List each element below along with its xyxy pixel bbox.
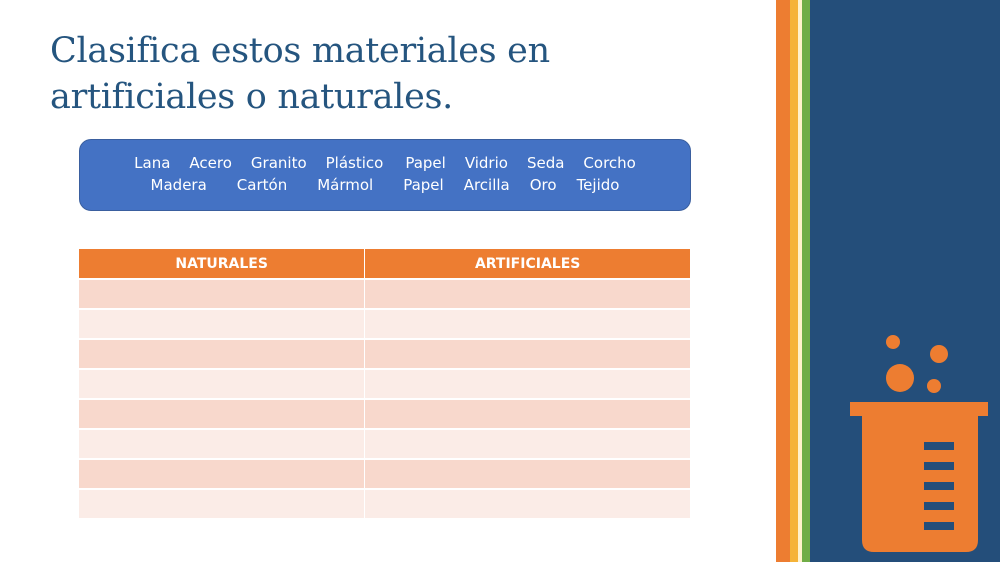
word-item[interactable]: Papel [403, 176, 444, 194]
word-item[interactable]: Tejido [576, 176, 620, 194]
table-row [79, 399, 690, 430]
word-item[interactable]: Acero [189, 154, 232, 172]
drop-cell-naturales[interactable] [79, 279, 366, 310]
table-header-row: NATURALES ARTIFICIALES [79, 249, 690, 280]
word-bank-row-2: Madera Cartón Mármol Papel Arcilla Oro T… [80, 176, 690, 194]
beaker-icon [850, 335, 988, 552]
word-item[interactable]: Arcilla [463, 176, 510, 194]
word-bank-row-1: Lana Acero Granito Plástico Papel Vidrio… [80, 154, 690, 172]
column-header-artificiales: ARTIFICIALES [364, 249, 690, 280]
drop-cell-artificiales[interactable] [364, 369, 690, 400]
drop-cell-artificiales[interactable] [364, 489, 690, 520]
drop-cell-naturales[interactable] [79, 309, 366, 340]
word-item[interactable]: Papel [405, 154, 446, 172]
column-header-naturales: NATURALES [79, 249, 366, 280]
drop-cell-naturales[interactable] [79, 369, 366, 400]
drop-cell-naturales[interactable] [79, 489, 366, 520]
drop-cell-naturales[interactable] [79, 429, 366, 460]
drop-cell-artificiales[interactable] [364, 399, 690, 430]
drop-cell-naturales[interactable] [79, 339, 366, 370]
table-row [79, 309, 690, 340]
word-item[interactable]: Corcho [583, 154, 636, 172]
drop-cell-naturales[interactable] [79, 459, 366, 490]
classification-table: NATURALES ARTIFICIALES [79, 249, 690, 520]
drop-cell-artificiales[interactable] [364, 279, 690, 310]
word-item[interactable]: Cartón [236, 176, 288, 194]
slide-title: Clasifica estos materiales en artificial… [50, 28, 750, 120]
drop-cell-artificiales[interactable] [364, 339, 690, 370]
slide-title-line-1: Clasifica estos materiales en [50, 31, 550, 71]
orange-stripe [776, 0, 790, 562]
word-item[interactable]: Vidrio [464, 154, 508, 172]
word-item[interactable]: Lana [134, 154, 171, 172]
drop-cell-naturales[interactable] [79, 399, 366, 430]
yellow-stripe [790, 0, 798, 562]
table-row [79, 429, 690, 460]
drop-cell-artificiales[interactable] [364, 429, 690, 460]
drop-cell-artificiales[interactable] [364, 309, 690, 340]
table-row [79, 489, 690, 520]
word-item[interactable]: Oro [529, 176, 557, 194]
word-bank: Lana Acero Granito Plástico Papel Vidrio… [79, 139, 691, 211]
word-item[interactable]: Mármol [317, 176, 374, 194]
word-item[interactable]: Seda [526, 154, 565, 172]
word-item[interactable]: Granito [250, 154, 307, 172]
green-stripe [802, 0, 810, 562]
word-item[interactable]: Madera [150, 176, 207, 194]
table-row [79, 459, 690, 490]
drop-cell-artificiales[interactable] [364, 459, 690, 490]
cream-stripe [798, 0, 802, 562]
table-row [79, 369, 690, 400]
table-row [79, 279, 690, 310]
table-row [79, 339, 690, 370]
slide-title-line-2: artificiales o naturales. [50, 77, 453, 117]
word-item[interactable]: Plástico [325, 154, 384, 172]
